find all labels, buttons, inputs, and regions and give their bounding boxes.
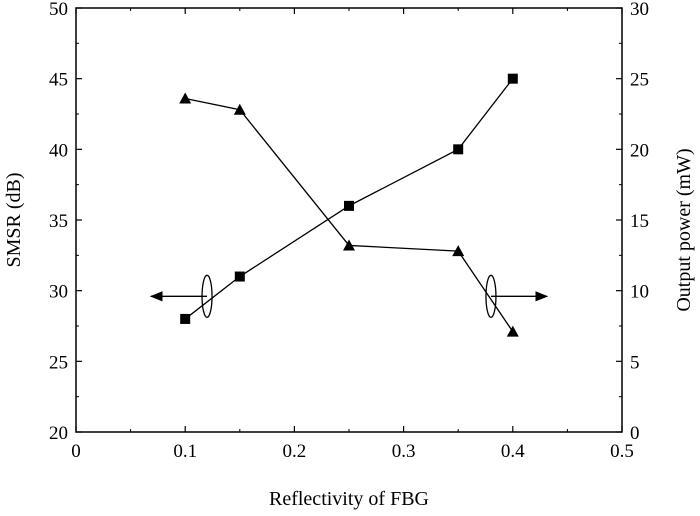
square-marker <box>344 200 354 211</box>
x-tick-label: 0.2 <box>283 441 307 462</box>
triangle-marker <box>506 325 519 337</box>
triangle-marker <box>179 92 192 104</box>
triangle-series-line <box>185 97 514 333</box>
plot-frame <box>75 7 623 433</box>
y-axis-left-title: SMSR (dB) <box>3 172 25 267</box>
y-right-tick-label: 30 <box>630 0 649 20</box>
y-left-tick-label: 50 <box>49 0 68 20</box>
x-tick-label: 0 <box>71 441 81 462</box>
x-tick-label: 0.4 <box>501 441 525 462</box>
y-left-tick-label: 20 <box>49 423 68 444</box>
y-right-tick-label: 10 <box>630 282 649 303</box>
square-marker <box>453 144 464 155</box>
y-left-tick-label: 40 <box>49 140 68 161</box>
y-axis-right-title: Output power (mW) <box>673 148 695 311</box>
x-tick-label: 0.1 <box>173 441 197 462</box>
triangle-marker <box>233 103 246 115</box>
y-right-tick-label: 0 <box>630 423 640 444</box>
y-right-tick-label: 15 <box>630 211 649 232</box>
y-left-tick-label: 25 <box>49 352 68 373</box>
square-marker <box>507 73 518 84</box>
triangle-marker <box>452 245 465 257</box>
x-axis-title: Reflectivity of FBG <box>269 488 429 510</box>
y-left-tick-label: 45 <box>49 70 68 91</box>
square-marker <box>180 313 191 324</box>
y-right-tick-label: 5 <box>630 352 640 373</box>
x-tick-label: 0.3 <box>392 441 416 462</box>
triangle-marker <box>343 239 355 251</box>
x-tick-label: 0.5 <box>610 441 634 462</box>
y-left-tick-label: 30 <box>49 282 68 303</box>
y-left-tick-label: 35 <box>49 211 68 232</box>
y-right-tick-label: 25 <box>630 70 649 91</box>
y-right-tick-label: 20 <box>630 140 649 161</box>
square-marker <box>234 271 245 282</box>
